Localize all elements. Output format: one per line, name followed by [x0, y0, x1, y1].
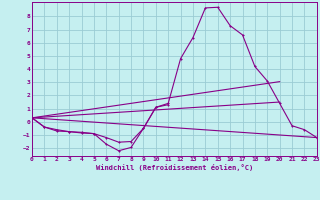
X-axis label: Windchill (Refroidissement éolien,°C): Windchill (Refroidissement éolien,°C) [96, 164, 253, 171]
